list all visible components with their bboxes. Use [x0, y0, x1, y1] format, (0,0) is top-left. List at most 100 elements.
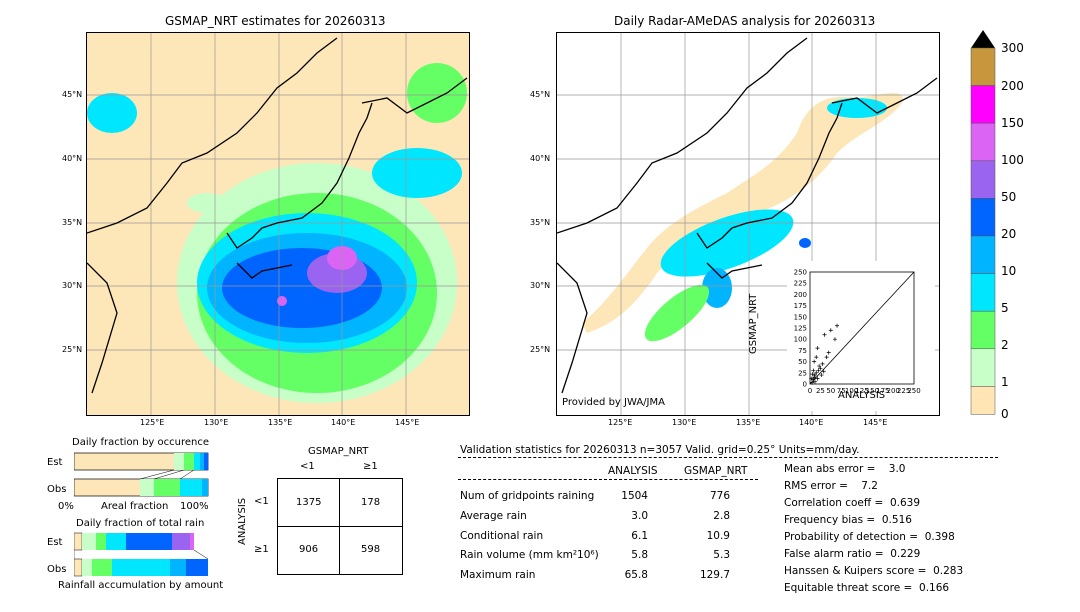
colorbar-label-0: 0 [1001, 407, 1009, 421]
total-rain-xlabel: Rainfall accumulation by amount [58, 580, 224, 591]
left-map-coast [87, 37, 468, 394]
total-rain-row-est: Est [47, 537, 63, 548]
scatter-xtick-label: 200 [887, 387, 900, 395]
right-lon-label-140: 140°E [799, 418, 824, 427]
scatter-ytick-label: 25 [798, 369, 807, 377]
scatter-ytick-label: 125 [794, 325, 807, 333]
scatter-point [811, 368, 816, 373]
score-2: Correlation coeff = 0.639 [784, 497, 920, 509]
left-map [86, 32, 470, 416]
stat-row-label-2: Conditional rain [460, 530, 544, 542]
stat-row-a-1: 3.0 [631, 510, 648, 522]
tot-est-seg5 [172, 533, 190, 550]
scatter-point [818, 366, 823, 371]
tot-est-seg4 [126, 533, 172, 550]
contingency-row-ge1: ≥1 [254, 544, 269, 555]
colorbar-label-150: 150 [1001, 116, 1024, 130]
contingency-cell-00: 1375 [296, 497, 322, 508]
scatter-ylabel: GSMAP_NRT [748, 293, 759, 354]
score-5: False alarm ratio = 0.229 [784, 548, 921, 560]
scatter-xtick-label: 0 [808, 387, 812, 395]
tot-obs-seg1 [82, 559, 92, 576]
right-lat-label-40: 40°N [530, 154, 551, 163]
colorbar-seg-1 [970, 386, 996, 415]
occ-obs-seg3 [180, 479, 202, 496]
occ-obs-seg2 [154, 479, 180, 496]
stat-row-label-1: Average rain [460, 510, 527, 522]
scatter-ytick-label: 200 [794, 291, 807, 299]
validation-col-gsmap: GSMAP_NRT [684, 465, 748, 477]
scatter-ytick-label: 150 [794, 313, 807, 321]
occ-est-seg5 [204, 453, 208, 470]
left-lat-label-45: 45°N [62, 90, 83, 99]
stat-row-g-0: 776 [709, 490, 730, 502]
right-lat-label-30: 30°N [530, 281, 551, 290]
occurrence-bars [74, 452, 209, 497]
scatter-ytick-label: 250 [794, 269, 807, 277]
tot-obs-seg4 [170, 559, 186, 576]
stat-row-label-4: Maximum rain [460, 569, 536, 581]
left-lon-label-130: 130°E [204, 418, 229, 427]
radar-blue [799, 238, 811, 248]
colorbar-seg-150 [970, 122, 996, 162]
stat-row-label-0: Num of gridpoints raining [460, 490, 595, 502]
left-lat-label-35: 35°N [62, 218, 83, 227]
colorbar-label-200: 200 [1001, 79, 1024, 93]
colorbar-label-100: 100 [1001, 153, 1024, 167]
occ-est-seg1 [174, 453, 184, 470]
occ-obs-seg1 [140, 479, 154, 496]
stat-row-a-0: 1504 [621, 490, 648, 502]
scatter-point [832, 337, 837, 342]
scatter-xtick-label: 150 [866, 387, 879, 395]
stat-row-a-4: 65.8 [624, 569, 648, 581]
scatter-point [820, 361, 825, 366]
right-lon-label-130: 130°E [672, 418, 697, 427]
occurrence-axis-100: 100% [180, 501, 209, 512]
contingency-title: GSMAP_NRT [308, 446, 369, 457]
left-lon-label-145: 145°E [395, 418, 420, 427]
scatter-ytick-label: 75 [798, 347, 807, 355]
scatter-point [819, 373, 824, 378]
tot-obs-seg3 [112, 559, 170, 576]
score-6: Hanssen & Kuipers score = 0.283 [784, 565, 964, 577]
contingency-cell-10: 906 [299, 544, 319, 555]
contingency-col-lt1: <1 [300, 461, 315, 472]
tot-est-seg0 [74, 532, 83, 551]
rain-area-north [372, 148, 462, 198]
tot-est-seg6 [190, 533, 194, 550]
validation-col-analysis: ANALYSIS [608, 465, 658, 477]
scatter-ytick-label: 175 [794, 302, 807, 310]
stat-row-g-4: 129.7 [699, 569, 730, 581]
colorbar-seg-200 [970, 85, 996, 124]
right-map-svg [557, 33, 939, 415]
contingency-row-lt1: <1 [254, 496, 269, 507]
scatter-xtick-label: 25 [816, 387, 825, 395]
scatter-point [810, 372, 815, 377]
tot-est-seg2 [96, 533, 106, 550]
right-lon-label-145: 145°E [863, 418, 888, 427]
validation-col-divider [458, 479, 758, 480]
scatter-xlabel: ANALYSIS [838, 390, 886, 401]
scatter-diagonal [809, 271, 915, 385]
stat-row-g-3: 5.3 [713, 549, 730, 561]
scatter-point [814, 355, 819, 360]
contingency-grid: 1375 178 906 598 [277, 478, 403, 575]
colorbar-seg-10 [970, 273, 996, 312]
stat-row-g-1: 2.8 [713, 510, 730, 522]
colorbar-label-5: 5 [1001, 301, 1009, 315]
scatter-point [812, 373, 817, 378]
colorbar-arrow [971, 30, 995, 48]
radar-cyan [660, 209, 794, 277]
colorbar-label-300: 300 [1001, 41, 1024, 55]
left-lat-label-25: 25°N [62, 345, 83, 354]
left-map-title: GSMAP_NRT estimates for 20260313 [165, 14, 386, 28]
occurrence-title: Daily fraction by occurence [72, 437, 210, 448]
scatter-point [817, 364, 822, 369]
colorbar-label-10: 10 [1001, 264, 1017, 278]
right-map-title: Daily Radar-AMeDAS analysis for 20260313 [614, 14, 876, 28]
occ-est-seg3 [194, 453, 200, 470]
occ-est-seg2 [184, 453, 194, 470]
tot-obs-seg5 [186, 559, 208, 576]
contingency-cell-01: 178 [361, 497, 381, 508]
rain-area-small [187, 193, 227, 213]
